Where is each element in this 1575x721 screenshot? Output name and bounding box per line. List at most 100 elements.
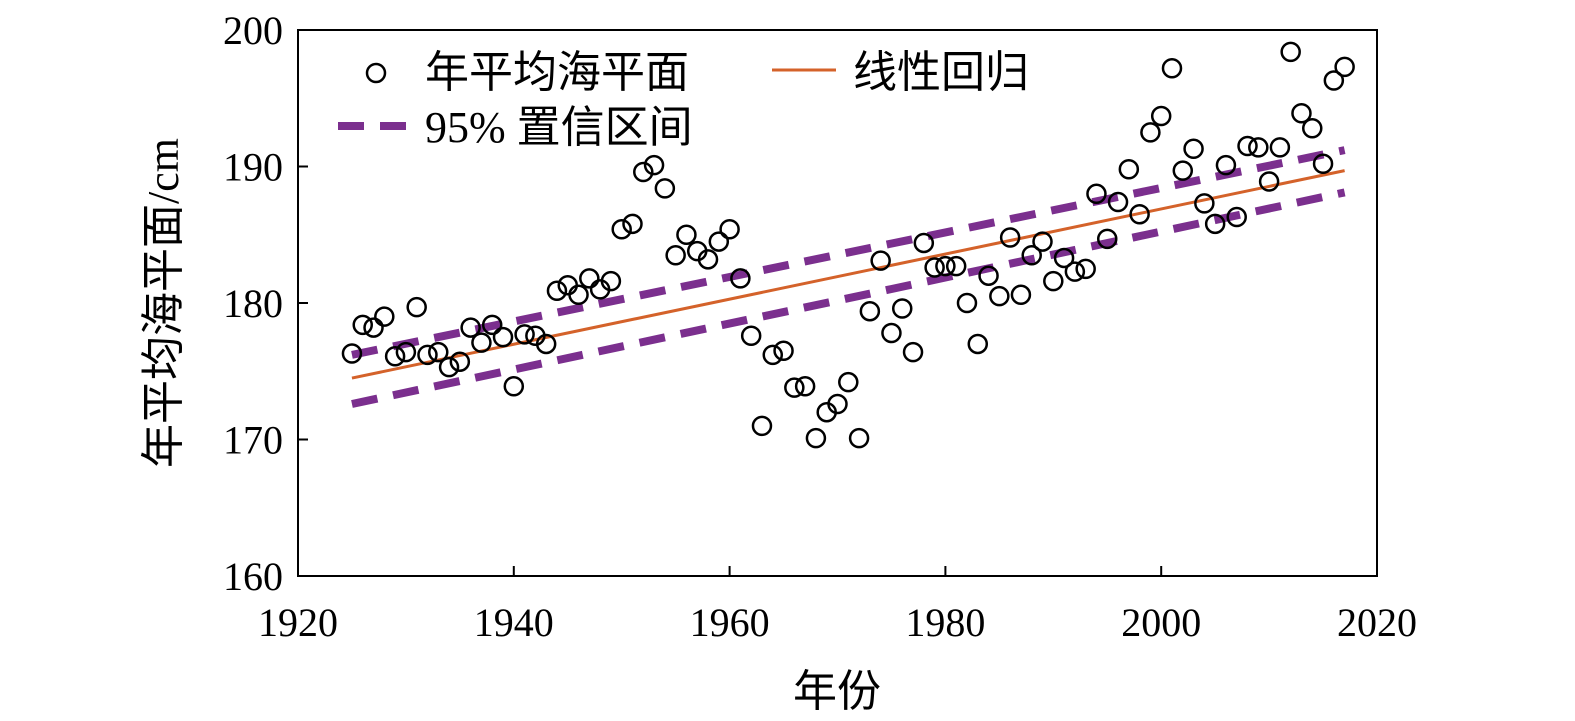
observed-point [1183,138,1204,160]
observed-point [676,224,697,245]
observed-point [438,356,460,378]
observed-point [751,415,773,437]
observed-point [859,300,881,322]
observed-point [1043,270,1064,292]
observed-point [827,393,848,415]
observed-point [1097,228,1118,250]
x-tick-label: 1980 [905,600,985,645]
observed-point [891,298,913,319]
observed-point [428,341,449,363]
observed-point [1129,204,1150,225]
observed-point [1140,122,1161,143]
observed-point [967,333,989,355]
axes: 1920 1940 1960 1980 2000 2020 160 170 180 190 200 年… [139,8,1417,716]
x-tick-label: 1940 [474,600,554,645]
observed-point [794,376,816,397]
observed-point [1312,153,1334,175]
confidence-interval-layer [351,146,1346,408]
observed-point [719,219,740,240]
observed-point [870,250,891,271]
observed-point [374,306,395,327]
observed-point [697,249,719,270]
observed-point [989,285,1010,307]
legend-regression-label: 线性回归 [853,48,1029,97]
observed-points-layer [341,41,1355,449]
observed-point [503,376,525,397]
observed-point [417,344,438,366]
y-tick-label: 190 [223,145,283,190]
legend-observed-label: 年平均海平面 [425,48,689,97]
observed-point [492,326,514,348]
y-axis-title: 年平均海平面/cm [139,138,188,468]
y-tick-label: 200 [223,8,283,53]
confidence-lower-line [351,188,1346,408]
observed-point [1032,231,1053,252]
observed-point [1269,137,1291,158]
x-axis-title: 年份 [793,667,881,716]
observed-point [1248,137,1269,158]
regression-line [351,169,1345,380]
y-tick-label: 160 [223,554,283,599]
observed-point [1053,247,1075,269]
observed-point [956,292,978,314]
observed-point [1237,135,1258,157]
observed-point [805,427,827,449]
observed-point [341,343,363,364]
observed-point [363,317,384,338]
observed-point [1118,158,1140,180]
observed-point [708,231,730,252]
legend-observed-marker [365,62,387,84]
observed-point [557,275,578,296]
observed-point [622,213,643,235]
observed-point [730,268,751,289]
y-tick-label: 180 [223,281,283,326]
observed-point [1291,103,1312,124]
observed-point [1226,206,1247,228]
legend-confidence-label: 95% 置信区间 [425,103,693,152]
x-tick-label: 1960 [690,600,770,645]
observed-point [773,340,794,362]
observed-point [1215,154,1237,176]
y-tick-label: 170 [223,418,283,463]
observed-point [762,344,784,366]
observed-point [600,270,622,292]
observed-point [1150,105,1172,127]
observed-point [1280,41,1301,63]
observed-point [1086,183,1107,205]
observed-point [1064,261,1086,282]
observed-point [579,268,600,289]
observed-point [945,255,967,277]
observed-point [384,345,406,367]
observed-point [978,265,999,286]
observed-point [740,325,762,347]
observed-point [1107,191,1129,213]
observed-point [1075,258,1096,280]
observed-point [1204,213,1226,235]
observed-point [449,351,471,372]
observed-point [924,257,945,278]
observed-point [1172,160,1194,181]
observed-point [1258,171,1280,192]
x-tick-label: 1920 [258,600,338,645]
x-tick-label: 2020 [1337,600,1417,645]
observed-point [611,219,632,240]
legend: 年平均海平面 线性回归 95% 置信区间 [338,48,1029,152]
regression-line-layer [351,169,1345,380]
observed-point [633,161,654,183]
observed-point [838,371,859,393]
observed-point [848,427,870,449]
observed-point [395,341,417,363]
observed-point [481,314,503,336]
observed-point [514,324,535,345]
observed-point [546,280,568,301]
observed-point [1194,193,1215,214]
observed-point [535,333,557,355]
observed-point [1021,244,1042,266]
observed-point [902,341,924,363]
observed-point [1161,57,1183,79]
observed-point [352,314,373,336]
observed-point [1010,284,1032,306]
observed-point [471,332,492,353]
observed-point [568,284,589,306]
